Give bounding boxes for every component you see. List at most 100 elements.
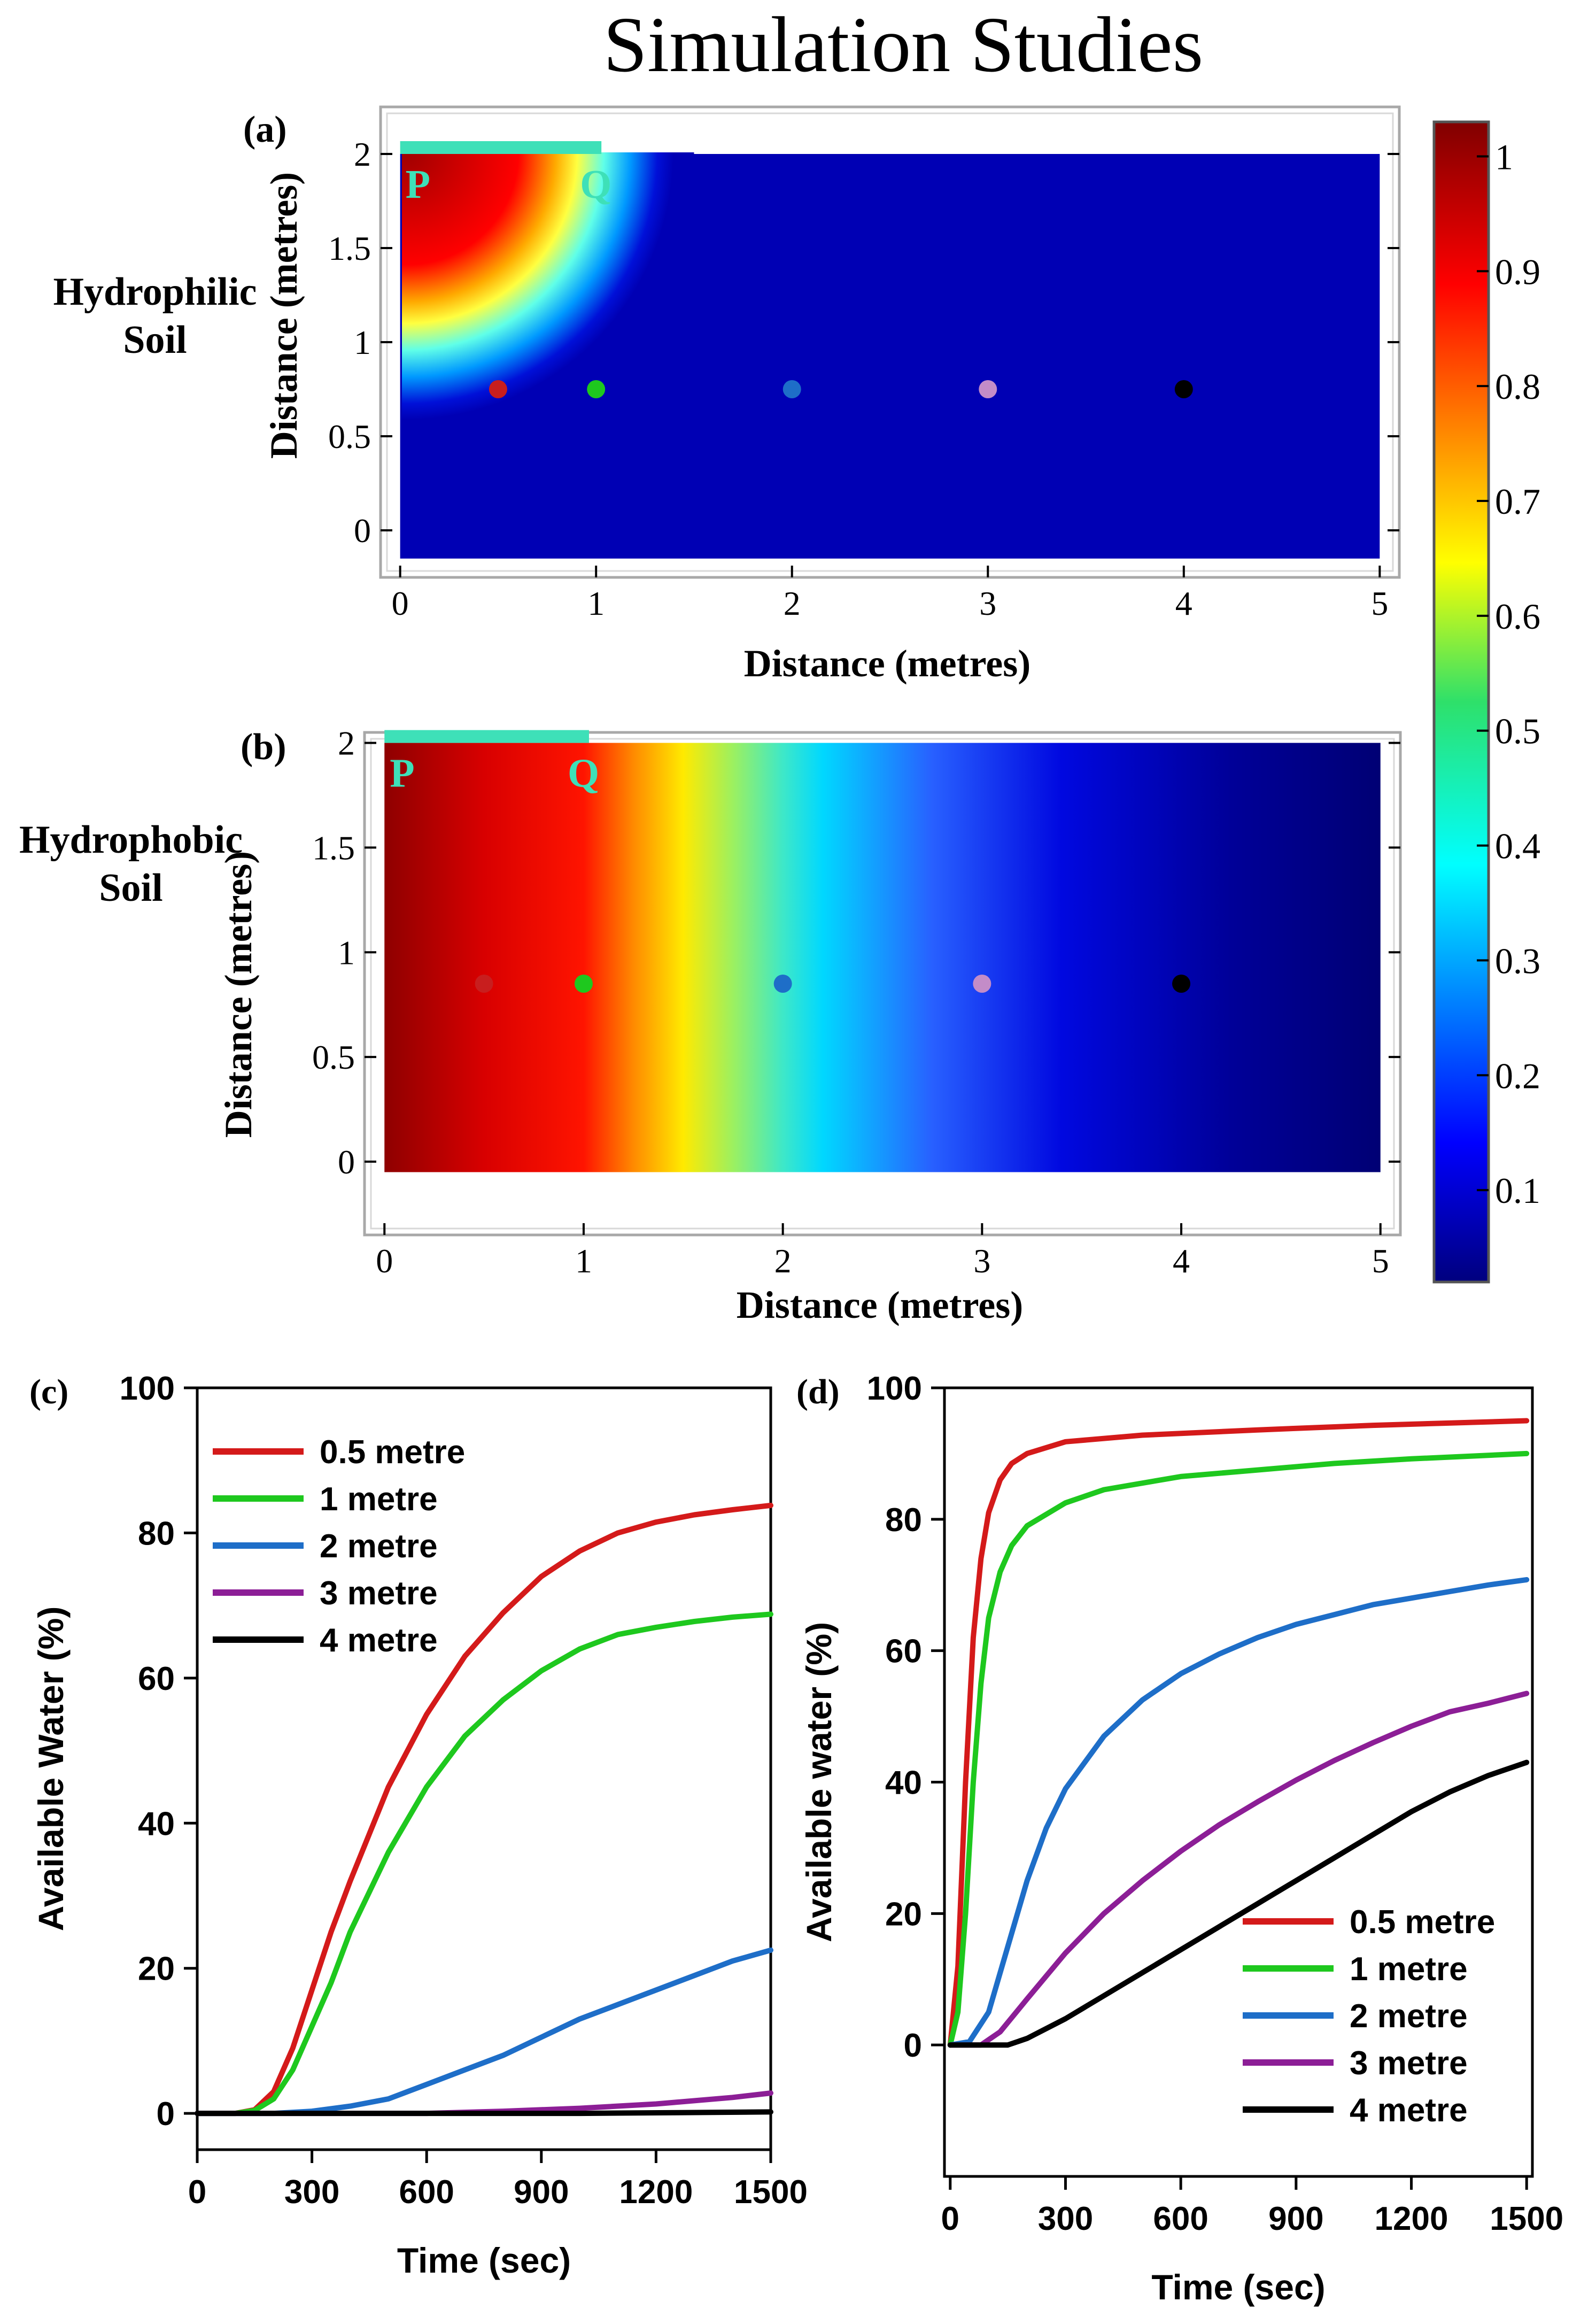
colorbar-tick-label: 0.4	[1495, 826, 1540, 867]
x-axis-title: Distance (metres)	[737, 1284, 1023, 1326]
x-axis-title: Distance (metres)	[744, 642, 1031, 685]
x-tick-label: 600	[1153, 2200, 1208, 2237]
series-line	[947, 1418, 1530, 2048]
x-tick-label: 4	[1173, 1242, 1190, 1280]
panel-d-line-chart: 0 300 600 900 1200 1500 0 20 40 60 80 100 0.5 metre 1…	[796, 1370, 1563, 2307]
y-tick-label: 1	[354, 323, 371, 361]
probe-point	[587, 380, 606, 398]
legend-label: 4 metre	[1350, 2092, 1468, 2129]
x-tick-label: 3	[973, 1242, 990, 1280]
source-label-q: Q	[568, 751, 599, 796]
x-tick-label: 2	[784, 584, 801, 622]
legend-label: 1 metre	[1350, 1951, 1468, 1988]
x-tick-label: 900	[1268, 2200, 1323, 2237]
panel-label: (b)	[241, 727, 286, 768]
panel-label: (c)	[29, 1372, 68, 1411]
x-axis-title: Time (sec)	[397, 2241, 571, 2280]
probe-point	[574, 975, 593, 993]
panel-b-heatmap: P Q 0 1 2 3 4 5 0 0.5 1 1.5 2 Distance (metres) Distan…	[19, 724, 1402, 1326]
colorbar-gradient	[1432, 120, 1490, 1284]
colorbar-tick-label: 0.8	[1495, 366, 1540, 407]
y-tick-label: 1.5	[328, 229, 371, 267]
legend-label: 1 metre	[320, 1481, 438, 1518]
y-tick-label: 1	[338, 933, 355, 971]
y-tick-label: 60	[885, 1633, 922, 1670]
y-axis-title: Available water (%)	[799, 1622, 839, 1942]
y-tick-label: 0	[904, 2027, 922, 2064]
x-tick-label: 0	[376, 1242, 393, 1280]
row-label: Soil	[99, 866, 162, 910]
y-tick-label: 20	[885, 1896, 922, 1933]
probe-point	[773, 975, 792, 993]
y-tick-label: 0.5	[312, 1038, 355, 1076]
y-tick-label: 60	[138, 1660, 175, 1697]
x-tick-label: 1	[587, 584, 605, 622]
series-line	[195, 1947, 773, 2117]
source-label-p: P	[390, 751, 414, 796]
y-tick-label: 2	[338, 724, 355, 762]
colorbar-tick-label: 0.9	[1495, 251, 1540, 292]
legend-label: 3 metre	[1350, 2045, 1468, 2082]
series-line	[195, 1611, 773, 2117]
y-tick-label: 80	[885, 1502, 922, 1539]
panel-c-line-chart: 0 300 600 900 1200 1500 0 20 40 60 80 100 0.5 metre 1…	[29, 1370, 808, 2280]
x-tick-label: 0	[941, 2200, 959, 2237]
y-tick-label: 0.5	[328, 418, 371, 455]
y-tick-label: 80	[138, 1515, 175, 1552]
x-tick-label: 600	[399, 2174, 454, 2211]
saturation-field	[384, 743, 1381, 1172]
colorbar-tick-label: 0.2	[1495, 1055, 1540, 1096]
x-tick-label: 1200	[1375, 2200, 1448, 2237]
y-axis-title: Available Water (%)	[31, 1607, 71, 1932]
y-tick-label: 100	[867, 1370, 922, 1407]
series-line	[947, 1690, 1530, 2048]
plot-frame	[196, 1386, 772, 2151]
colorbar-tick-label: 0.6	[1495, 596, 1540, 637]
y-tick-label: 100	[120, 1370, 175, 1407]
x-axis-title: Time (sec)	[1151, 2267, 1325, 2307]
probe-point	[973, 975, 991, 993]
series-line	[195, 2109, 773, 2117]
colorbar-tick-label: 0.7	[1495, 481, 1540, 522]
row-label: Hydrophilic	[53, 270, 257, 314]
series-line	[947, 1450, 1530, 2048]
panel-label: (d)	[796, 1372, 840, 1411]
y-tick-label: 20	[138, 1951, 175, 1988]
source-label-q: Q	[580, 162, 611, 207]
y-axis-title: Distance (metres)	[217, 851, 260, 1138]
y-tick-label: 2	[354, 135, 371, 173]
x-tick-label: 2	[774, 1242, 792, 1280]
figure-title: Simulation Studies	[603, 1, 1203, 89]
y-tick-label: 0	[338, 1143, 355, 1181]
x-tick-label: 1500	[734, 2174, 808, 2211]
colorbar-tick-label: 1	[1495, 136, 1513, 177]
series-line	[195, 1502, 773, 2117]
probe-point	[782, 380, 801, 398]
y-tick-label: 1.5	[312, 829, 355, 867]
probe-point	[475, 975, 493, 993]
y-tick-label: 40	[885, 1765, 922, 1802]
x-tick-label: 900	[514, 2174, 569, 2211]
x-tick-label: 1	[575, 1242, 592, 1280]
row-label: Soil	[123, 318, 187, 362]
colorbar-tick-label: 0.1	[1495, 1170, 1540, 1211]
legend-label: 3 metre	[320, 1575, 438, 1612]
y-tick-label: 40	[138, 1805, 175, 1842]
x-tick-label: 4	[1175, 584, 1192, 622]
y-axis-title: Distance (metres)	[262, 172, 305, 459]
plot-frame	[363, 731, 1402, 1237]
x-tick-label: 0	[188, 2174, 206, 2211]
x-tick-label: 300	[284, 2174, 339, 2211]
x-tick-label: 5	[1371, 584, 1388, 622]
x-tick-label: 0	[392, 584, 409, 622]
plot-inner-frame	[370, 738, 1395, 1230]
legend-label: 2 metre	[1350, 1998, 1468, 2035]
x-tick-label: 1200	[619, 2174, 693, 2211]
x-tick-label: 3	[979, 584, 996, 622]
probe-point	[1174, 380, 1193, 398]
legend-label: 0.5 metre	[1350, 1904, 1495, 1941]
legend-label: 4 metre	[320, 1622, 438, 1659]
series-line	[947, 1759, 1530, 2048]
x-tick-label: 5	[1372, 1242, 1389, 1280]
